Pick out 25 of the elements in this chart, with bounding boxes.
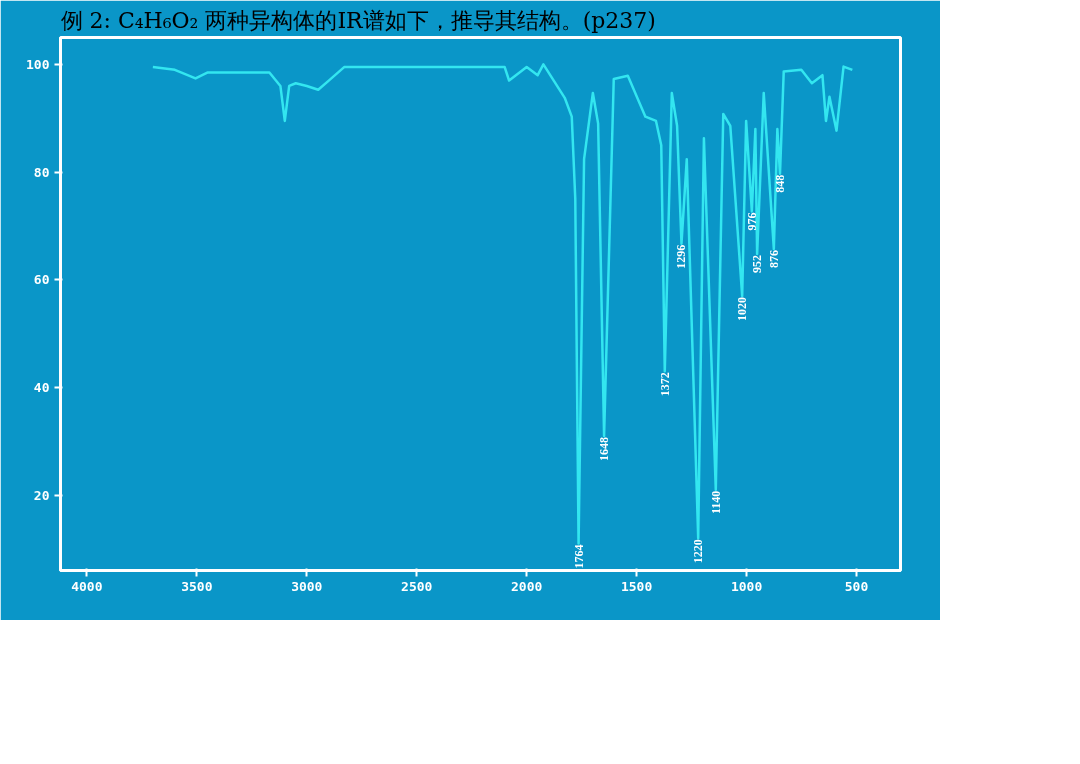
x-tick-label: 2500 [401,578,433,594]
y-tick-label: 60 [33,272,50,288]
y-tick-label: 100 [26,56,50,72]
y-tick-label: 40 [33,379,50,395]
annotation: 1020 [735,296,750,321]
annotation: 1764 [571,544,586,569]
annotation: 848 [773,174,787,193]
y-tick-label: 20 [33,487,50,503]
x-tick-label: 3000 [291,578,323,594]
annotation: 1296 [674,244,689,269]
x-tick-label: 500 [844,578,869,594]
annotation: 976 [744,212,759,231]
annotation: 952 [750,254,765,273]
chart-title: 例 2: C₄H₆O₂ 两种异构体的IR谱如下，推导其结构。(p237) [60,7,656,33]
annotation: 1648 [597,436,612,461]
x-tick-label: 3500 [181,578,213,594]
annotation: 1220 [691,539,706,564]
x-tick-label: 4000 [71,578,103,594]
x-tick-label: 1000 [730,578,763,594]
annotation: 876 [766,250,781,269]
annotation: 1372 [657,372,672,397]
annotation: 1140 [708,490,723,515]
x-tick-label: 1500 [620,578,653,594]
y-tick-label: 80 [33,164,50,180]
x-tick-label: 2000 [511,578,543,594]
